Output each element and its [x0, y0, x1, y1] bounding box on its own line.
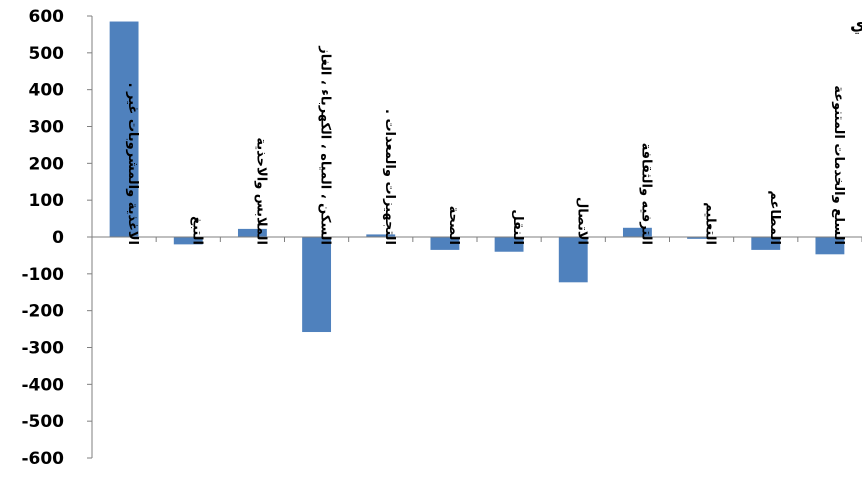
y-tick-label: 100: [29, 191, 65, 211]
y-tick-label: 500: [29, 44, 65, 64]
bar: [302, 237, 332, 333]
y-tick-label: 300: [29, 118, 65, 138]
category-label: التبغ: [189, 216, 204, 245]
y-tick-label: 200: [29, 154, 65, 174]
y-tick-label: 400: [29, 81, 65, 101]
bar: [430, 237, 460, 250]
category-label: الاغذية والمشروبات غير .: [125, 83, 140, 245]
bar: [558, 237, 588, 283]
bar: [237, 228, 267, 237]
bar: [815, 237, 845, 255]
y-tick-label: -600: [21, 449, 64, 469]
bar: [687, 237, 717, 239]
category-label: الترفيه والثقافة: [638, 143, 653, 245]
bar: [173, 237, 203, 245]
y-axis-ticks: 600 500 400 300 200 100 0 -100 -200 -300 -400 -500 -…: [21, 7, 92, 469]
x-axis-ticks: [91, 237, 862, 242]
chart-title: نسبة المساهمة للأقسام الرئيسة في معدل ال…: [850, 14, 862, 35]
category-label: السلع والخدمات المتنوعة: [831, 85, 846, 245]
y-tick-label: -500: [21, 412, 64, 432]
y-tick-label: -100: [21, 265, 64, 285]
bar: [494, 237, 524, 252]
category-label: الملابس والاحذية: [253, 137, 268, 245]
category-label: الصحة: [446, 206, 461, 245]
category-label: الاتصال: [574, 197, 589, 245]
category-label: النقل: [510, 209, 525, 245]
y-tick-label: 600: [29, 7, 65, 27]
category-label: التعليم: [703, 202, 718, 245]
y-tick-label: -300: [21, 339, 64, 359]
y-tick-label: 0: [52, 228, 64, 248]
category-label: التجهيزات والمعدات .: [382, 109, 397, 245]
bar: [366, 234, 396, 237]
category-label: المطاعم: [767, 190, 782, 245]
category-labels: الاغذية والمشروبات غير . التبغ الملابس وال…: [125, 45, 846, 245]
bars: [109, 21, 845, 333]
bar: [751, 237, 781, 250]
y-tick-label: -400: [21, 375, 64, 395]
bar: [622, 227, 652, 237]
category-label: السكن ، المياه ، الكهرباء ، الغاز: [318, 45, 333, 245]
bar: [109, 21, 139, 238]
y-tick-label: -200: [21, 302, 64, 322]
